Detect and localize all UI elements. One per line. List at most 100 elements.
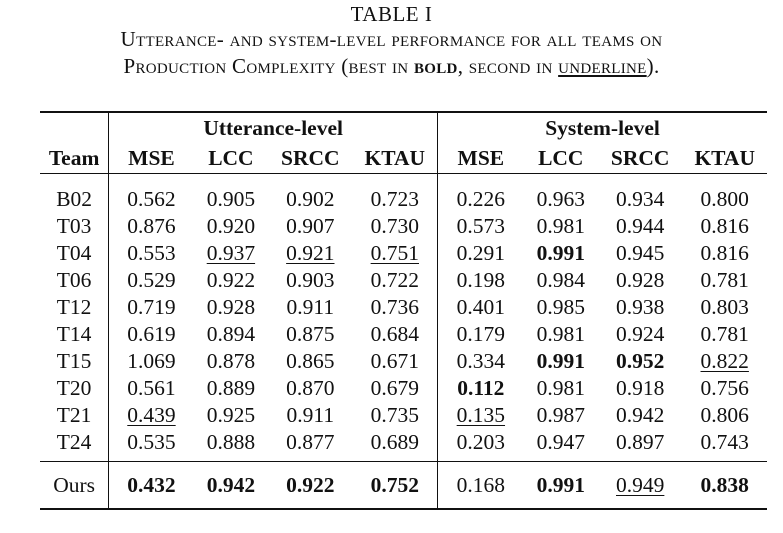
cell-sys-lcc: 0.981 (536, 213, 585, 238)
group-header-system: System-level (437, 112, 767, 143)
cell-utt-lcc: 0.920 (206, 213, 256, 238)
second-best-value: 0.751 (370, 240, 419, 265)
cell-utt-lcc: 0.889 (206, 375, 256, 400)
cell-sys-mse: 0.573 (437, 212, 524, 239)
cell-sys-ktau: 0.806 (700, 402, 749, 427)
team-name: T20 (56, 375, 92, 400)
cell-sys-ktau: 0.838 (700, 473, 749, 497)
cell-utt-mse: 0.562 (108, 173, 194, 212)
cell-sys-ktau: 0.781 (700, 267, 749, 292)
column-header-sys-mse: MSE (437, 143, 524, 174)
cell-sys-srcc: 0.952 (616, 348, 665, 373)
cell-utt-srcc: 0.907 (286, 213, 335, 238)
cell-utt-lcc: 0.922 (206, 267, 256, 292)
group-header-row: Utterance-level System-level (40, 112, 767, 143)
cell-utt-mse: 0.535 (108, 428, 194, 462)
cell-sys-srcc: 0.924 (616, 321, 665, 346)
cell-utt-lcc: 0.878 (206, 348, 256, 373)
caption-bold-word: bold (413, 54, 458, 78)
table-row: T12 0.719 0.928 0.911 0.736 0.401 0.985 … (40, 293, 767, 320)
cell-utt-lcc: 0.937 (194, 239, 268, 266)
ours-row-group: Ours 0.432 0.942 0.922 0.752 0.168 0.991… (40, 461, 767, 509)
cell-sys-lcc: 0.985 (536, 294, 585, 319)
cell-utt-srcc: 0.911 (286, 402, 335, 427)
cell-sys-mse: 0.401 (437, 293, 524, 320)
team-name: T15 (56, 348, 92, 373)
cell-sys-ktau: 0.816 (700, 213, 749, 238)
table-row: T21 0.439 0.925 0.911 0.735 0.135 0.987 … (40, 401, 767, 428)
cell-sys-mse: 0.198 (437, 266, 524, 293)
cell-utt-ktau: 0.689 (370, 429, 419, 454)
cell-sys-srcc: 0.944 (616, 213, 665, 238)
second-best-value: 0.439 (127, 402, 176, 427)
caption-line-2-suffix: ). (646, 54, 660, 78)
caption-line-2: Production Complexity (best in bold, sec… (0, 53, 783, 80)
cell-utt-srcc: 0.865 (286, 348, 335, 373)
cell-sys-mse: 0.179 (437, 320, 524, 347)
cell-sys-lcc: 0.981 (536, 321, 585, 346)
cell-utt-srcc: 0.922 (286, 473, 335, 497)
column-header-utt-lcc: LCC (208, 145, 254, 170)
second-best-value: 0.949 (616, 473, 665, 497)
cell-sys-ktau: 0.816 (700, 240, 749, 265)
team-name: T21 (56, 402, 92, 427)
caption-line-2-prefix: Production Complexity (best in (123, 54, 414, 78)
cell-sys-ktau: 0.822 (682, 347, 767, 374)
cell-sys-srcc: 0.928 (616, 267, 665, 292)
column-header-utt-ktau: KTAU (364, 145, 426, 170)
cell-utt-ktau: 0.684 (370, 321, 419, 346)
column-header-sys-lcc: LCC (538, 145, 584, 170)
caption-line-1: Utterance- and system-level performance … (120, 27, 663, 51)
cell-utt-mse: 0.529 (108, 266, 194, 293)
cell-sys-lcc: 0.987 (536, 402, 585, 427)
cell-utt-srcc: 0.902 (286, 186, 335, 211)
cell-sys-lcc: 0.991 (536, 240, 585, 265)
table-row: T06 0.529 0.922 0.903 0.722 0.198 0.984 … (40, 266, 767, 293)
cell-utt-lcc: 0.928 (206, 294, 256, 319)
caption-underline-word: underline (558, 54, 647, 78)
cell-utt-ktau: 0.679 (370, 375, 419, 400)
column-header-team: Team (48, 145, 100, 170)
cell-utt-ktau: 0.751 (353, 239, 438, 266)
cell-utt-ktau: 0.752 (370, 473, 419, 497)
ours-row: Ours 0.432 0.942 0.922 0.752 0.168 0.991… (40, 461, 767, 509)
team-rows: B02 0.562 0.905 0.902 0.723 0.226 0.963 … (40, 173, 767, 462)
cell-sys-srcc: 0.934 (616, 186, 665, 211)
table-row: T24 0.535 0.888 0.877 0.689 0.203 0.947 … (40, 428, 767, 462)
cell-utt-lcc: 0.942 (206, 473, 256, 497)
cell-utt-mse: 0.719 (108, 293, 194, 320)
cell-utt-srcc: 0.911 (286, 294, 335, 319)
cell-sys-lcc: 0.947 (536, 429, 585, 454)
cell-sys-ktau: 0.743 (700, 429, 749, 454)
table-header: Utterance-level System-level Team MSE LC… (40, 112, 767, 174)
cell-utt-srcc: 0.877 (286, 429, 335, 454)
cell-sys-srcc: 0.938 (616, 294, 665, 319)
cell-utt-ktau: 0.736 (370, 294, 419, 319)
column-header-utt-srcc: SRCC (281, 145, 340, 170)
cell-sys-mse: 0.203 (437, 428, 524, 462)
cell-utt-ktau: 0.723 (370, 186, 419, 211)
second-best-value: 0.921 (286, 240, 335, 265)
table-label: TABLE I (350, 2, 433, 26)
cell-utt-mse: 0.561 (108, 374, 194, 401)
cell-utt-ktau: 0.722 (370, 267, 419, 292)
team-name: T12 (56, 294, 92, 319)
cell-sys-ktau: 0.781 (700, 321, 749, 346)
cell-utt-lcc: 0.905 (206, 186, 256, 211)
cell-sys-lcc: 0.984 (536, 267, 585, 292)
cell-utt-ktau: 0.735 (370, 402, 419, 427)
cell-utt-ktau: 0.671 (370, 348, 419, 373)
cell-sys-srcc: 0.897 (616, 429, 665, 454)
team-name: T04 (56, 240, 92, 265)
second-best-value: 0.135 (456, 402, 506, 427)
cell-utt-srcc: 0.870 (286, 375, 335, 400)
table-row: T04 0.553 0.937 0.921 0.751 0.291 0.991 … (40, 239, 767, 266)
cell-sys-srcc: 0.942 (616, 402, 665, 427)
cell-sys-lcc: 0.991 (536, 473, 585, 497)
cell-sys-mse: 0.226 (437, 173, 524, 212)
cell-utt-srcc: 0.875 (286, 321, 335, 346)
cell-sys-lcc: 0.981 (536, 375, 585, 400)
table-row: T03 0.876 0.920 0.907 0.730 0.573 0.981 … (40, 212, 767, 239)
table-row: T14 0.619 0.894 0.875 0.684 0.179 0.981 … (40, 320, 767, 347)
cell-sys-srcc: 0.945 (616, 240, 665, 265)
